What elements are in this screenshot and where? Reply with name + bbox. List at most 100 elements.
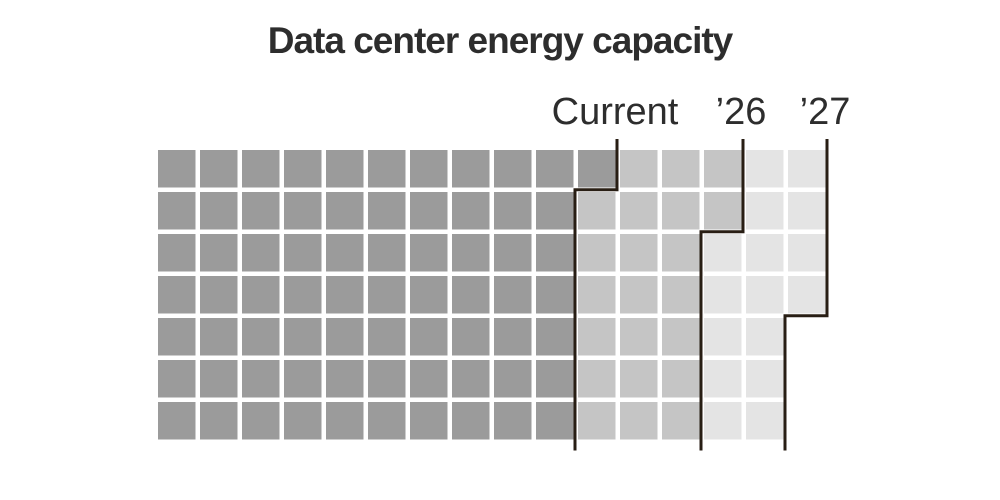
waffle-cell-current [410, 360, 448, 398]
waffle-cell-current [410, 234, 448, 272]
waffle-cell-current [200, 360, 238, 398]
waffle-cell-current [158, 192, 196, 230]
waffle-cell-y2026 [662, 276, 700, 314]
waffle-cell-current [326, 150, 364, 188]
waffle-cell-current [284, 192, 322, 230]
waffle-cell-current [368, 234, 406, 272]
waffle-cell-current [242, 318, 280, 356]
waffle-cell-current [368, 402, 406, 440]
waffle-cell-y2026 [578, 402, 616, 440]
waffle-cell-current [452, 318, 490, 356]
waffle-cell-current [326, 192, 364, 230]
waffle-cell-current [368, 318, 406, 356]
waffle-cell-current [494, 150, 532, 188]
waffle-cell-current [452, 150, 490, 188]
waffle-cell-current [410, 150, 448, 188]
boundary-line-y2026 [699, 139, 745, 451]
waffle-cell-y2026 [620, 276, 658, 314]
waffle-cell-y2027 [746, 234, 784, 272]
waffle-cell-y2026 [662, 360, 700, 398]
waffle-cell-y2026 [662, 318, 700, 356]
waffle-cell-current [494, 192, 532, 230]
waffle-cell-y2027 [704, 318, 742, 356]
waffle-cell-current [242, 234, 280, 272]
waffle-cell-current [158, 234, 196, 272]
waffle-cell-current [494, 234, 532, 272]
waffle-cell-current [410, 318, 448, 356]
waffle-cell-current [452, 192, 490, 230]
waffle-cell-current [494, 360, 532, 398]
boundary-line-current [573, 139, 619, 451]
waffle-cell-current [452, 276, 490, 314]
waffle-cell-current [536, 150, 574, 188]
waffle-cell-y2026 [578, 192, 616, 230]
chart-title: Data center energy capacity [267, 20, 734, 61]
waffle-cell-current [200, 150, 238, 188]
waffle-cell-y2027 [788, 192, 826, 230]
waffle-cell-current [200, 276, 238, 314]
waffle-cell-current [242, 150, 280, 188]
waffle-cell-current [326, 402, 364, 440]
waffle-cell-current [326, 276, 364, 314]
waffle-cell-current [536, 234, 574, 272]
waffle-cell-y2026 [620, 234, 658, 272]
waffle-cell-current [242, 402, 280, 440]
waffle-cell-current [368, 192, 406, 230]
waffle-cell-y2026 [578, 276, 616, 314]
waffle-cell-current [536, 402, 574, 440]
waffle-cell-y2026 [704, 192, 742, 230]
waffle-cell-y2026 [662, 402, 700, 440]
waffle-cell-current [284, 276, 322, 314]
waffle-cell-current [158, 360, 196, 398]
waffle-cell-current [494, 402, 532, 440]
waffle-cell-current [200, 402, 238, 440]
waffle-cell-y2027 [788, 150, 826, 188]
waffle-cell-current [494, 276, 532, 314]
waffle-cell-current [326, 318, 364, 356]
waffle-cell-current [242, 276, 280, 314]
waffle-cell-current [242, 360, 280, 398]
waffle-cell-y2026 [662, 234, 700, 272]
column-label-y2026: ’26 [715, 91, 767, 133]
waffle-cell-y2026 [578, 360, 616, 398]
column-label-current: Current [551, 91, 679, 133]
waffle-cell-current [452, 234, 490, 272]
waffle-cell-y2027 [746, 276, 784, 314]
waffle-cell-current [578, 150, 616, 188]
waffle-cell-current [368, 360, 406, 398]
waffle-cell-current [158, 150, 196, 188]
waffle-cell-current [284, 402, 322, 440]
waffle-cell-y2027 [704, 234, 742, 272]
boundary-line-y2027 [783, 139, 829, 451]
waffle-cell-current [158, 318, 196, 356]
waffle-cell-y2026 [620, 402, 658, 440]
waffle-cell-current [452, 402, 490, 440]
waffle-cell-y2026 [578, 234, 616, 272]
column-label-y2027: ’27 [799, 91, 851, 133]
waffle-cell-current [200, 234, 238, 272]
waffle-cell-current [326, 234, 364, 272]
waffle-cell-y2026 [662, 192, 700, 230]
waffle-cell-current [242, 192, 280, 230]
waffle-cell-current [284, 150, 322, 188]
waffle-cell-y2027 [746, 360, 784, 398]
waffle-cell-current [284, 360, 322, 398]
waffle-cell-y2027 [746, 402, 784, 440]
waffle-cell-current [200, 318, 238, 356]
waffle-cell-y2026 [662, 150, 700, 188]
waffle-cell-current [536, 318, 574, 356]
waffle-cell-y2027 [704, 360, 742, 398]
waffle-cell-y2027 [746, 192, 784, 230]
waffle-cell-current [410, 192, 448, 230]
waffle-cell-y2026 [578, 318, 616, 356]
waffle-cell-current [158, 276, 196, 314]
waffle-cell-current [536, 276, 574, 314]
waffle-cell-current [368, 276, 406, 314]
waffle-cell-current [368, 150, 406, 188]
waffle-cell-current [452, 360, 490, 398]
waffle-cell-current [158, 402, 196, 440]
waffle-cell-y2027 [788, 234, 826, 272]
waffle-cell-current [410, 402, 448, 440]
